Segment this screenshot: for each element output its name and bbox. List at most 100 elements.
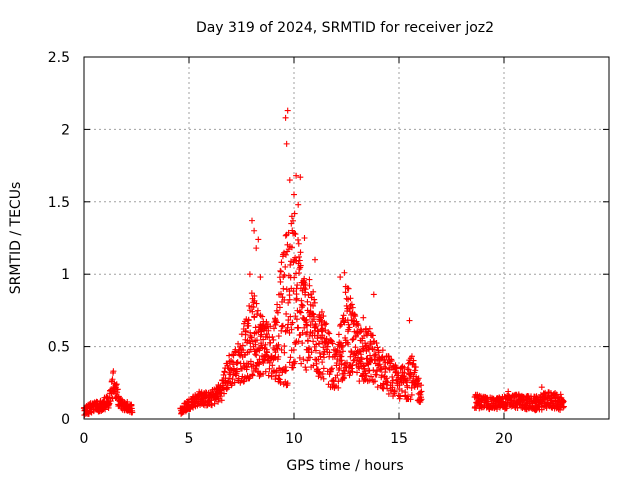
data-point (254, 311, 261, 318)
data-point (311, 299, 318, 306)
data-point (401, 364, 408, 371)
data-point (335, 378, 342, 385)
data-point (310, 362, 317, 369)
y-tick-label: 0.5 (48, 340, 70, 356)
data-point (275, 341, 282, 348)
data-point (280, 285, 287, 292)
data-point (412, 367, 419, 374)
data-point (328, 365, 335, 372)
data-point (278, 327, 285, 334)
data-point (287, 261, 294, 268)
data-point (301, 235, 308, 241)
data-point (246, 302, 253, 309)
data-point (336, 365, 343, 372)
data-point (320, 313, 327, 320)
data-point (253, 245, 260, 252)
data-point (388, 357, 395, 364)
data-point (382, 365, 389, 372)
data-point (352, 344, 359, 351)
data-point (113, 381, 120, 388)
data-point (335, 331, 342, 338)
data-point (255, 236, 262, 243)
data-point (187, 405, 194, 412)
data-point (234, 366, 241, 373)
data-point (242, 328, 249, 335)
data-point (389, 384, 396, 391)
data-point (281, 343, 288, 350)
x-tick-label: 5 (185, 431, 194, 447)
data-point (286, 296, 293, 303)
data-point (106, 401, 113, 408)
data-point (257, 274, 264, 281)
data-point (283, 310, 290, 317)
data-point (279, 322, 286, 329)
data-point (310, 313, 317, 320)
data-point (249, 308, 256, 315)
data-point (374, 344, 381, 351)
data-point (326, 330, 333, 337)
data-point (334, 372, 341, 379)
data-point (269, 333, 276, 340)
data-point (353, 357, 360, 364)
data-point (245, 322, 252, 329)
data-point (296, 354, 303, 361)
data-point (325, 329, 332, 336)
data-point (415, 375, 422, 382)
data-point (218, 390, 225, 397)
data-point (304, 337, 311, 344)
data-point (248, 334, 255, 341)
data-point (320, 375, 327, 382)
data-point (368, 356, 375, 363)
data-point (342, 289, 349, 296)
data-point (277, 379, 284, 386)
data-point (314, 335, 321, 342)
data-point (282, 368, 289, 375)
data-point (263, 324, 270, 331)
data-point (288, 326, 295, 333)
data-point (296, 257, 303, 264)
y-tick-label: 0 (61, 412, 70, 428)
y-tick-labels: 0 0.5 1 1.5 2 2.5 (48, 50, 70, 428)
data-point (301, 284, 308, 291)
axis-ticks (83, 56, 609, 420)
data-point (308, 349, 315, 356)
data-point (312, 324, 319, 331)
data-point (259, 313, 266, 320)
data-point (277, 267, 284, 274)
data-point (284, 324, 291, 331)
data-point (319, 359, 326, 366)
data-point (211, 400, 218, 407)
data-point (560, 404, 567, 411)
data-point (286, 177, 293, 184)
data-point (363, 372, 370, 379)
data-point (318, 374, 325, 381)
data-point (247, 346, 254, 353)
data-point (230, 365, 237, 372)
data-point (226, 375, 233, 382)
data-point (284, 107, 291, 114)
data-point (316, 349, 323, 356)
data-point (472, 403, 479, 410)
data-point (275, 333, 282, 340)
data-point (360, 346, 367, 353)
data-point (295, 236, 302, 243)
data-point (340, 375, 347, 382)
data-point (295, 338, 302, 345)
data-point (322, 321, 329, 328)
data-point (282, 232, 289, 239)
data-point (272, 318, 279, 325)
data-point (302, 364, 309, 371)
data-point (213, 385, 220, 392)
data-point (320, 351, 327, 358)
data-point (339, 348, 346, 355)
data-point (278, 346, 285, 353)
data-point (277, 268, 284, 275)
data-point (408, 391, 415, 398)
data-point (271, 325, 278, 332)
data-point (407, 375, 414, 382)
data-point (485, 398, 492, 405)
data-point (320, 365, 327, 372)
data-point (264, 349, 271, 356)
data-point (329, 340, 336, 347)
data-point (347, 353, 354, 360)
